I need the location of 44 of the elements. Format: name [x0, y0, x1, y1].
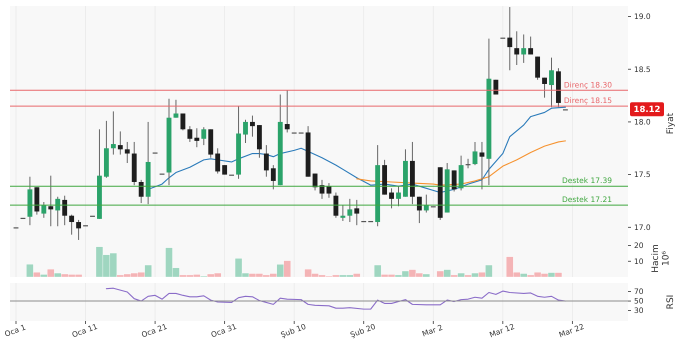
candlestick — [284, 90, 290, 133]
candlestick — [62, 195, 68, 226]
candlestick — [138, 179, 144, 204]
y-axis-title: Hacim 10⁶ — [651, 244, 672, 273]
candlestick — [514, 30, 520, 66]
candlestick — [326, 182, 332, 198]
candlestick — [333, 192, 338, 218]
y-axis-title: RSI — [666, 294, 676, 310]
candlestick — [472, 141, 478, 166]
candlestick — [535, 56, 540, 80]
candlestick — [389, 188, 394, 209]
candlestick — [187, 126, 192, 142]
candlestick — [466, 158, 470, 169]
candlestick — [507, 6, 512, 71]
candlestick — [480, 141, 484, 190]
candlestick — [270, 164, 276, 190]
candlestick — [76, 219, 82, 240]
candlestick — [243, 119, 248, 144]
candlestick — [48, 175, 54, 227]
candlestick — [424, 194, 429, 214]
candlestick — [312, 173, 318, 191]
y-axis-title: Fiyat — [666, 112, 676, 134]
candlestick — [320, 179, 324, 200]
candlestick — [528, 36, 534, 55]
candlestick — [542, 77, 547, 98]
candlestick — [347, 198, 352, 223]
candlestick — [549, 57, 554, 108]
candlestick — [201, 126, 206, 146]
candlestick — [180, 112, 186, 131]
candlestick — [174, 99, 178, 118]
candlestick — [396, 186, 401, 207]
candlestick — [69, 214, 74, 236]
candlestick — [194, 128, 200, 148]
candlestick — [110, 110, 116, 156]
candlestick — [264, 144, 269, 178]
candlestick — [340, 204, 346, 222]
candlestick — [250, 115, 255, 138]
candlestick — [416, 196, 422, 224]
candlestick — [41, 202, 46, 218]
candlestick — [215, 148, 220, 174]
candlestick — [521, 34, 526, 64]
candlestick — [458, 155, 464, 191]
candlestick — [118, 130, 123, 156]
annotation: 18.12 — [634, 105, 661, 116]
